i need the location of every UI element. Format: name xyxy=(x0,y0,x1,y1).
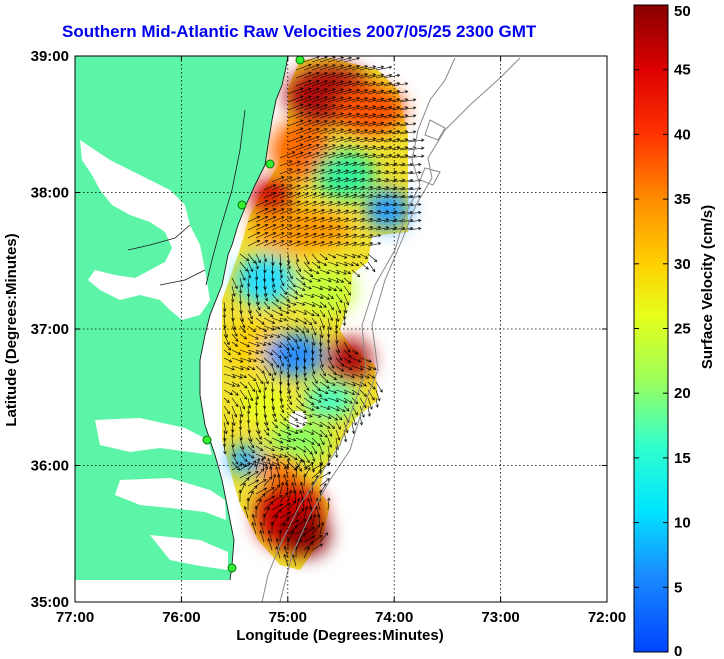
radar-station-marker xyxy=(202,435,212,445)
colorbar-tick-label: 50 xyxy=(674,3,691,20)
y-tick-label: 38:00 xyxy=(31,185,69,202)
radar-station-marker xyxy=(265,159,275,169)
x-tick-label: 75:00 xyxy=(269,609,307,626)
colorbar-tick-label: 0 xyxy=(674,643,682,659)
grid-lines xyxy=(75,56,607,602)
bathymetry-contours xyxy=(261,57,521,602)
y-tick-label: 35:00 xyxy=(31,594,69,611)
colorbar-tick-label: 30 xyxy=(674,256,691,273)
y-tick-label: 37:00 xyxy=(31,321,69,338)
x-axis-ticks: 77:00 76:00 75:00 74:00 73:00 72:00 xyxy=(56,56,626,626)
y-axis-ticks: 39:00 38:00 37:00 36:00 35:00 xyxy=(31,48,607,611)
colorbar-tick-label: 20 xyxy=(674,385,691,402)
radar-station-marker xyxy=(227,563,237,573)
colorbar-ticks: 0 5 10 15 20 25 30 35 40 45 50 xyxy=(634,3,691,659)
radar-station-marker xyxy=(295,56,305,65)
x-axis-label: Longitude (Degrees:Minutes) xyxy=(236,627,444,644)
colorbar-tick-label: 40 xyxy=(674,126,691,143)
x-tick-label: 73:00 xyxy=(481,609,519,626)
colorbar-tick-label: 15 xyxy=(674,450,691,467)
colorbar-tick-label: 35 xyxy=(674,191,691,208)
y-axis-label: Latitude (Degrees:Minutes) xyxy=(3,233,20,426)
colorbar-tick-label: 5 xyxy=(674,579,682,596)
x-tick-label: 76:00 xyxy=(162,609,200,626)
map-title: Southern Mid-Atlantic Raw Velocities 200… xyxy=(62,22,537,41)
colorbar xyxy=(633,4,669,653)
radar-station-marker xyxy=(237,200,247,210)
radar-stations xyxy=(202,56,305,573)
y-tick-label: 39:00 xyxy=(31,48,69,65)
colorbar-tick-label: 25 xyxy=(674,321,691,338)
land-mass xyxy=(75,56,289,581)
y-tick-label: 36:00 xyxy=(31,458,69,475)
colorbar-tick-label: 45 xyxy=(674,62,691,79)
x-tick-label: 77:00 xyxy=(56,609,94,626)
x-tick-label: 72:00 xyxy=(588,609,626,626)
x-tick-label: 74:00 xyxy=(375,609,413,626)
current-vectors xyxy=(222,56,425,567)
colorbar-label: Surface Velocity (cm/s) xyxy=(699,205,716,369)
colorbar-tick-label: 10 xyxy=(674,515,691,532)
velocity-field xyxy=(222,58,410,570)
